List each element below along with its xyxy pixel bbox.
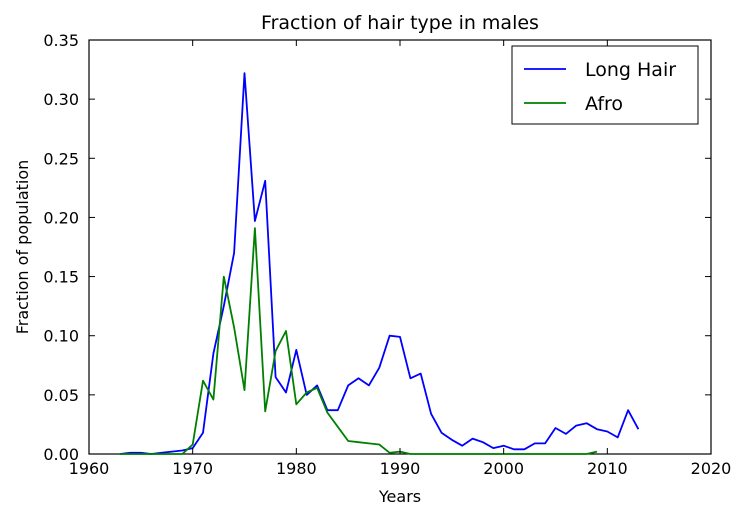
legend: Long Hair Afro: [511, 45, 699, 125]
x-tick-label: 1980: [276, 459, 317, 478]
y-tick-label: 0.35: [43, 31, 79, 50]
x-tick-label: 2020: [691, 459, 732, 478]
tick-layer: 1960 1970 1980 1990 2000 2010 2020 0.00 0.05 0.10…: [43, 31, 731, 478]
x-tick-label: 1990: [380, 459, 421, 478]
y-tick-label: 0.10: [43, 327, 79, 346]
legend-label-afro: Afro: [585, 93, 623, 115]
y-tick-label: 0.05: [43, 386, 79, 405]
legend-box: [511, 45, 699, 125]
x-tick-label: 2010: [587, 459, 628, 478]
y-tick-label: 0.25: [43, 149, 79, 168]
x-axis-title: Years: [378, 487, 421, 506]
x-tick-label: 1970: [172, 459, 213, 478]
legend-label-long-hair: Long Hair: [585, 59, 676, 81]
y-tick-label: 0.20: [43, 208, 79, 227]
y-tick-label: 0.30: [43, 90, 79, 109]
x-tick-label: 1960: [69, 459, 110, 478]
series-layer: [119, 72, 640, 455]
series-line-afro: [120, 227, 598, 455]
y-tick-label: 0.00: [43, 445, 79, 464]
y-axis-title: Fraction of population: [13, 160, 32, 335]
y-tick-label: 0.15: [43, 268, 79, 287]
chart-title: Fraction of hair type in males: [261, 12, 539, 34]
x-tick-label: 2000: [483, 459, 524, 478]
series-line-long-hair: [119, 72, 640, 455]
